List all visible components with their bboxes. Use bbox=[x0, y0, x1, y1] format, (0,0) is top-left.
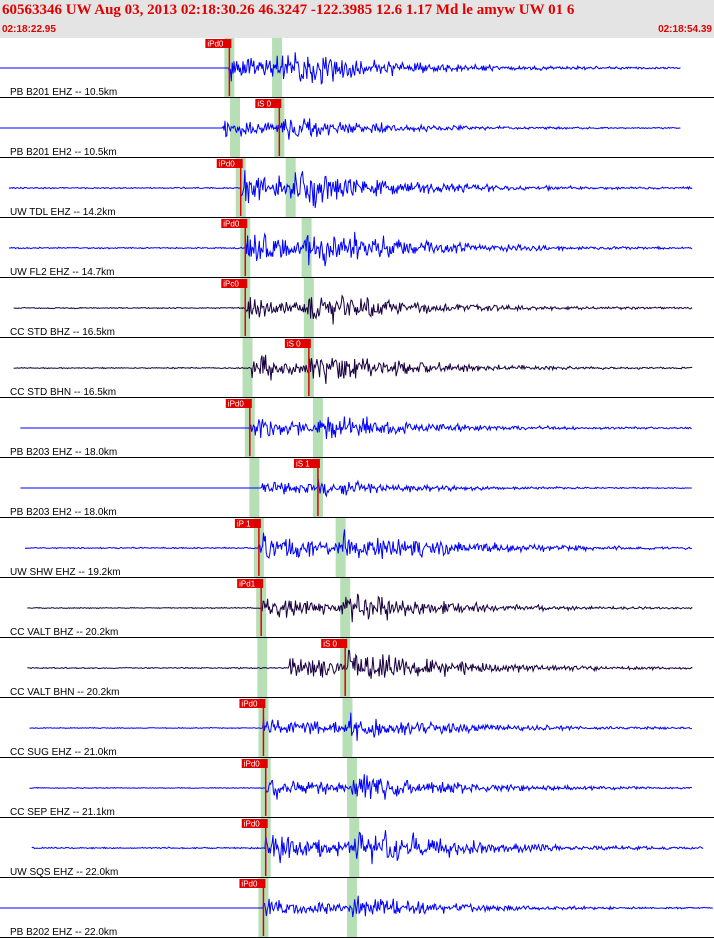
pick-label-box bbox=[241, 819, 268, 828]
station-label: CC VALT BHZ -- 20.2km bbox=[10, 627, 118, 638]
pick-label: iP 1 bbox=[237, 520, 251, 529]
waveform-trace bbox=[8, 170, 693, 208]
window-end-time: 02:18:54.39 bbox=[658, 24, 712, 35]
window-start-time: 02:18:22.95 bbox=[2, 24, 56, 35]
pick-label-box bbox=[221, 219, 248, 228]
station-label: PB B202 EHZ -- 22.0km bbox=[10, 927, 117, 938]
pick-label-box bbox=[221, 279, 248, 288]
waveform-trace bbox=[13, 294, 693, 325]
station-label: PB B203 EH2 -- 18.0km bbox=[10, 507, 117, 518]
station-label: UW FL2 EHZ -- 14.7km bbox=[10, 267, 114, 278]
pick-label-box bbox=[216, 159, 243, 168]
pick-label: iS 0 bbox=[257, 100, 271, 109]
station-label: UW TDL EHZ -- 14.2km bbox=[10, 207, 116, 218]
station-label: PB B201 EHZ -- 10.5km bbox=[10, 87, 117, 98]
station-label: PB B201 EH2 -- 10.5km bbox=[10, 147, 117, 158]
pick-label-box bbox=[255, 99, 282, 108]
pick-label-box bbox=[321, 639, 348, 648]
station-label: CC VALT BHN -- 20.2km bbox=[10, 687, 119, 698]
waveform-trace bbox=[0, 118, 681, 140]
station-label: UW SHW EHZ -- 19.2km bbox=[10, 567, 121, 578]
pick-label-box bbox=[284, 339, 311, 348]
pick-label: iPd0 bbox=[244, 820, 261, 829]
waveform-trace bbox=[27, 593, 693, 623]
pick-label-box bbox=[205, 39, 232, 48]
pick-label-box bbox=[239, 879, 266, 888]
seismogram-panel: iPd0 PB B201 EHZ -- 10.5km iS 0 PB B201 EH2… bbox=[0, 38, 714, 938]
pick-label: iS 1 bbox=[296, 460, 310, 469]
pick-label: iPc0 bbox=[223, 280, 239, 289]
waveform-trace bbox=[29, 712, 692, 741]
waveform-trace bbox=[20, 478, 692, 498]
pick-label: iPd0 bbox=[223, 220, 240, 229]
p-wave-moveout-band bbox=[224, 38, 271, 938]
waveform-trace bbox=[31, 830, 704, 865]
pick-label: iPd0 bbox=[228, 400, 245, 409]
pick-label: iS 0 bbox=[323, 640, 337, 649]
pick-label-box bbox=[293, 459, 320, 468]
pick-label: iS 0 bbox=[287, 340, 301, 349]
pick-label: iPd0 bbox=[241, 880, 258, 889]
waveform-trace bbox=[0, 52, 681, 85]
waveform-trace bbox=[8, 231, 693, 267]
pick-label-box bbox=[234, 519, 261, 528]
station-label: CC STD BHZ -- 16.5km bbox=[10, 327, 115, 338]
pick-label: iPd0 bbox=[241, 700, 258, 709]
station-label: UW SQS EHZ -- 22.0km bbox=[10, 867, 118, 878]
station-label: CC STD BHN -- 16.5km bbox=[10, 387, 116, 398]
waveform-trace bbox=[27, 649, 693, 679]
station-label: PB B203 EHZ -- 18.0km bbox=[10, 447, 117, 458]
pick-label: iPd0 bbox=[219, 160, 236, 169]
waveform-trace bbox=[29, 774, 693, 800]
station-label: CC SUG EHZ -- 21.0km bbox=[10, 747, 117, 758]
pick-label-box bbox=[241, 759, 268, 768]
waveform-trace bbox=[24, 529, 693, 560]
waveform-trace bbox=[0, 895, 713, 918]
pick-label: iPd0 bbox=[207, 40, 224, 49]
waveform-trace bbox=[13, 354, 693, 385]
pick-label-box bbox=[239, 699, 266, 708]
station-label: CC SEP EHZ -- 21.1km bbox=[10, 807, 115, 818]
waveform-trace bbox=[20, 416, 693, 440]
pick-label: iPd1 bbox=[239, 580, 256, 589]
pick-label-box bbox=[225, 399, 252, 408]
event-header: 60563346 UW Aug 03, 2013 02:18:30.26 46.… bbox=[0, 0, 714, 38]
pick-label: iPd0 bbox=[244, 760, 261, 769]
event-title: 60563346 UW Aug 03, 2013 02:18:30.26 46.… bbox=[2, 2, 575, 18]
pick-label-box bbox=[237, 579, 264, 588]
